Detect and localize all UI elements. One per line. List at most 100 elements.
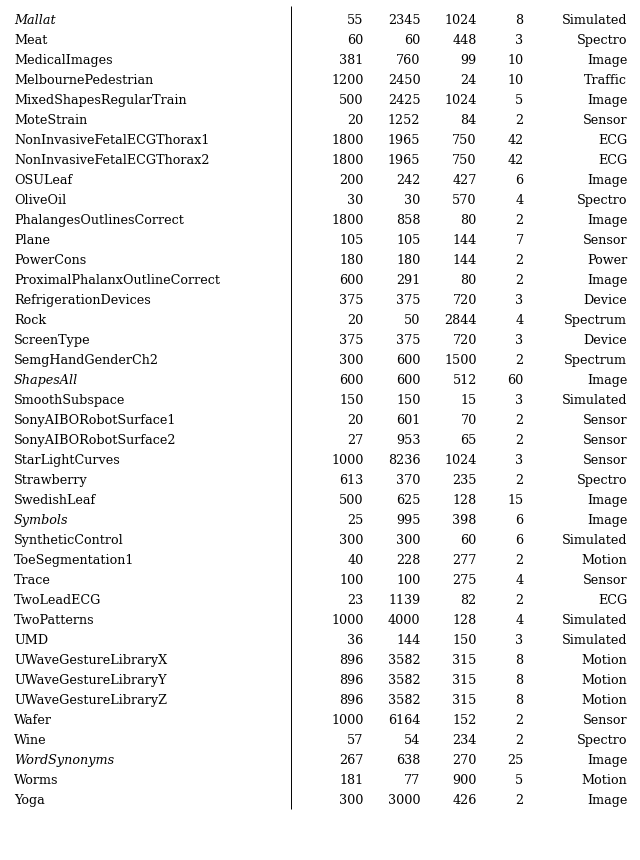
Text: 100: 100 (339, 574, 364, 587)
Text: UMD: UMD (14, 634, 48, 647)
Text: 7: 7 (515, 234, 524, 247)
Text: Spectro: Spectro (577, 474, 627, 487)
Text: 500: 500 (339, 95, 364, 108)
Text: SwedishLeaf: SwedishLeaf (14, 494, 97, 507)
Text: 200: 200 (339, 175, 364, 187)
Text: 8: 8 (515, 15, 524, 28)
Text: 105: 105 (339, 234, 364, 247)
Text: 6164: 6164 (388, 714, 420, 727)
Text: Power: Power (587, 255, 627, 267)
Text: 99: 99 (461, 54, 477, 67)
Text: 10: 10 (508, 54, 524, 67)
Text: 10: 10 (508, 74, 524, 87)
Text: 638: 638 (396, 754, 420, 767)
Text: 20: 20 (348, 114, 364, 127)
Text: 30: 30 (348, 194, 364, 207)
Text: 1000: 1000 (331, 614, 364, 627)
Text: 2844: 2844 (444, 314, 477, 327)
Text: 600: 600 (396, 354, 420, 367)
Text: Wafer: Wafer (14, 714, 52, 727)
Text: 1965: 1965 (388, 134, 420, 147)
Text: RefrigerationDevices: RefrigerationDevices (14, 294, 151, 307)
Text: 55: 55 (347, 15, 364, 28)
Text: 2: 2 (515, 214, 524, 227)
Text: 267: 267 (339, 754, 364, 767)
Text: 23: 23 (348, 594, 364, 607)
Text: 2: 2 (515, 114, 524, 127)
Text: 30: 30 (404, 194, 420, 207)
Text: PowerCons: PowerCons (14, 255, 86, 267)
Text: 100: 100 (396, 574, 420, 587)
Text: 760: 760 (396, 54, 420, 67)
Text: 5: 5 (515, 95, 524, 108)
Text: 1139: 1139 (388, 594, 420, 607)
Text: 300: 300 (396, 534, 420, 547)
Text: 270: 270 (452, 754, 477, 767)
Text: Meat: Meat (14, 34, 47, 47)
Text: 2: 2 (515, 554, 524, 567)
Text: 60: 60 (348, 34, 364, 47)
Text: 36: 36 (348, 634, 364, 647)
Text: 900: 900 (452, 774, 477, 787)
Text: 896: 896 (339, 674, 364, 687)
Text: 570: 570 (452, 194, 477, 207)
Text: SyntheticControl: SyntheticControl (14, 534, 124, 547)
Text: 601: 601 (396, 415, 420, 427)
Text: 448: 448 (452, 34, 477, 47)
Text: 60: 60 (404, 34, 420, 47)
Text: 60: 60 (461, 534, 477, 547)
Text: 315: 315 (452, 694, 477, 707)
Text: Motion: Motion (582, 654, 627, 667)
Text: ShapesAll: ShapesAll (14, 374, 78, 387)
Text: Spectro: Spectro (577, 194, 627, 207)
Text: 150: 150 (396, 394, 420, 407)
Text: 144: 144 (396, 634, 420, 647)
Text: Image: Image (587, 95, 627, 108)
Text: 720: 720 (452, 335, 477, 347)
Text: UWaveGestureLibraryY: UWaveGestureLibraryY (14, 674, 166, 687)
Text: 1500: 1500 (444, 354, 477, 367)
Text: 2450: 2450 (388, 74, 420, 87)
Text: 2: 2 (515, 594, 524, 607)
Text: 375: 375 (396, 294, 420, 307)
Text: 2: 2 (515, 354, 524, 367)
Text: 2: 2 (515, 714, 524, 727)
Text: 57: 57 (347, 734, 364, 747)
Text: 3000: 3000 (388, 794, 420, 807)
Text: 3582: 3582 (388, 694, 420, 707)
Text: 54: 54 (404, 734, 420, 747)
Text: Device: Device (584, 294, 627, 307)
Text: 128: 128 (452, 494, 477, 507)
Text: 25: 25 (507, 754, 524, 767)
Text: 27: 27 (348, 434, 364, 447)
Text: 77: 77 (404, 774, 420, 787)
Text: 3: 3 (515, 394, 524, 407)
Text: ECG: ECG (598, 594, 627, 607)
Text: 128: 128 (452, 614, 477, 627)
Text: 315: 315 (452, 674, 477, 687)
Text: Image: Image (587, 175, 627, 187)
Text: 20: 20 (348, 314, 364, 327)
Text: MixedShapesRegularTrain: MixedShapesRegularTrain (14, 95, 187, 108)
Text: Sensor: Sensor (582, 114, 627, 127)
Text: 4: 4 (515, 574, 524, 587)
Text: ProximalPhalanxOutlineCorrect: ProximalPhalanxOutlineCorrect (14, 274, 220, 287)
Text: Rock: Rock (14, 314, 46, 327)
Text: Sensor: Sensor (582, 454, 627, 467)
Text: OSULeaf: OSULeaf (14, 175, 72, 187)
Text: 4000: 4000 (388, 614, 420, 627)
Text: PhalangesOutlinesCorrect: PhalangesOutlinesCorrect (14, 214, 184, 227)
Text: 500: 500 (339, 494, 364, 507)
Text: 4: 4 (515, 314, 524, 327)
Text: 25: 25 (347, 514, 364, 527)
Text: 1024: 1024 (444, 15, 477, 28)
Text: 600: 600 (339, 374, 364, 387)
Text: 15: 15 (508, 494, 524, 507)
Text: Sensor: Sensor (582, 714, 627, 727)
Text: Image: Image (587, 374, 627, 387)
Text: 4: 4 (515, 614, 524, 627)
Text: Yoga: Yoga (14, 794, 45, 807)
Text: 8236: 8236 (388, 454, 420, 467)
Text: 2: 2 (515, 255, 524, 267)
Text: ToeSegmentation1: ToeSegmentation1 (14, 554, 134, 567)
